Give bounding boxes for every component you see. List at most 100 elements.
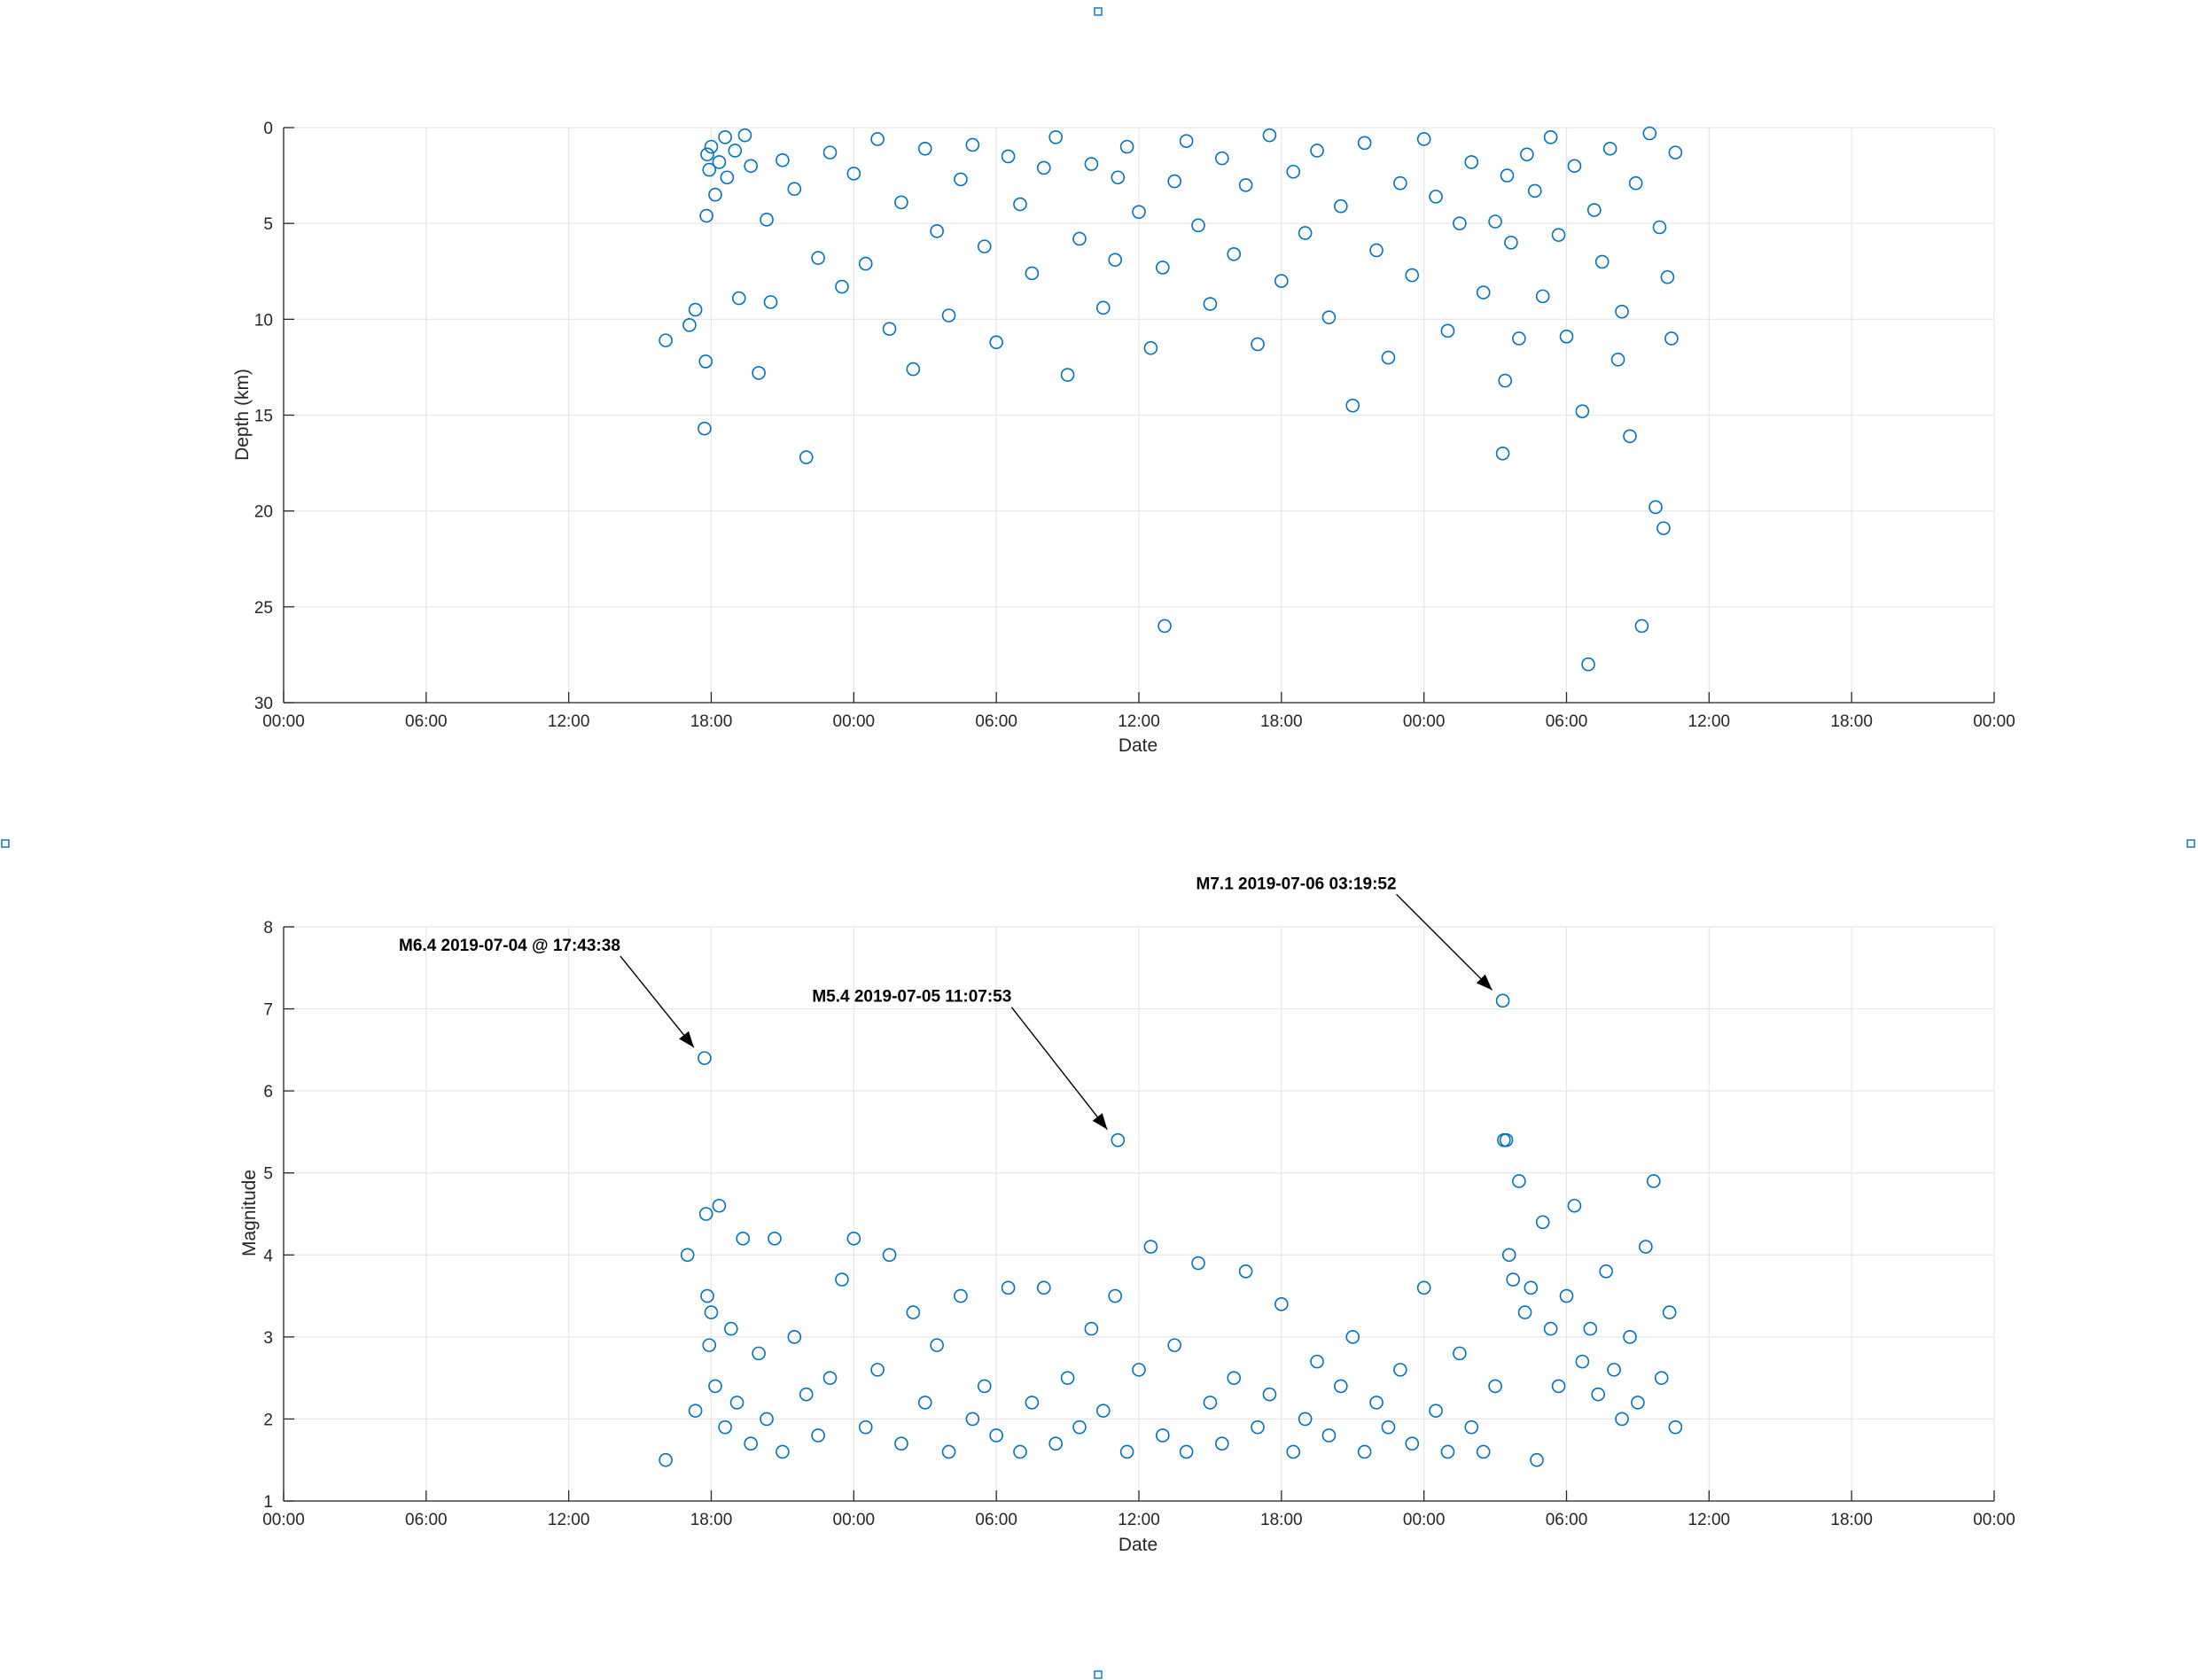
- magnitude-y-axis-label: Magnitude: [239, 1170, 260, 1256]
- data-point: [1654, 1371, 1669, 1385]
- data-point: [965, 137, 980, 152]
- y-tick-label: 15: [254, 408, 273, 426]
- x-tick-label: 06:00: [1546, 1511, 1588, 1529]
- data-point: [977, 1379, 992, 1394]
- data-point: [1238, 1264, 1253, 1279]
- data-point: [718, 1419, 732, 1435]
- data-point: [1453, 216, 1467, 230]
- data-point: [1583, 1321, 1598, 1336]
- data-point: [1203, 297, 1218, 311]
- x-tick-label: 06:00: [975, 712, 1017, 731]
- data-point: [822, 1371, 838, 1385]
- data-point: [702, 162, 717, 177]
- data-point: [736, 1231, 751, 1246]
- data-point: [1631, 1396, 1645, 1410]
- x-tick-label: 00:00: [1403, 1511, 1446, 1529]
- annotation-arrow: [1010, 1007, 1108, 1131]
- data-point: [704, 1305, 719, 1319]
- data-point: [1157, 618, 1172, 634]
- data-point: [1334, 1379, 1348, 1394]
- data-point: [708, 1379, 722, 1394]
- data-point: [906, 362, 921, 377]
- data-point: [1001, 1280, 1016, 1295]
- x-tick-label: 12:00: [1118, 712, 1160, 731]
- data-point: [787, 182, 802, 197]
- data-point: [1393, 175, 1407, 191]
- data-point: [1520, 147, 1534, 162]
- data-point: [1060, 1371, 1075, 1385]
- annotation-arrow: [620, 955, 695, 1048]
- data-point: [977, 239, 992, 253]
- magnitude-annotations: M6.4 2019-07-04 @ 17:43:38 M5.4 2019-07-0…: [399, 875, 1493, 1131]
- data-point: [1108, 253, 1122, 268]
- data-point: [870, 1363, 885, 1377]
- data-point: [954, 172, 968, 187]
- x-tick-label: 18:00: [1260, 712, 1303, 731]
- data-point: [1084, 1321, 1099, 1336]
- data-point: [768, 1231, 782, 1246]
- resize-handle[interactable]: [1094, 1670, 1103, 1679]
- annotation-label: M6.4 2019-07-04 @ 17:43:38: [399, 937, 620, 955]
- data-point: [698, 1207, 713, 1221]
- data-point: [1499, 1132, 1514, 1147]
- data-point: [737, 128, 752, 143]
- data-point: [1262, 128, 1277, 143]
- data-point: [1517, 1305, 1532, 1319]
- data-point: [1274, 1297, 1289, 1311]
- data-point: [1369, 1396, 1383, 1410]
- data-point: [1036, 160, 1051, 175]
- data-point: [1334, 198, 1348, 214]
- data-point: [763, 295, 778, 309]
- data-point: [728, 144, 743, 158]
- data-point: [744, 159, 758, 174]
- selection-handles[interactable]: [1, 7, 2195, 1679]
- data-point: [1381, 1419, 1396, 1435]
- y-tick-label: 5: [263, 215, 273, 234]
- data-point: [1623, 1330, 1637, 1344]
- data-point: [731, 291, 746, 306]
- data-point: [1668, 1419, 1683, 1435]
- data-point: [894, 1436, 908, 1451]
- resize-handle[interactable]: [2186, 839, 2195, 848]
- data-point: [1599, 1264, 1613, 1279]
- data-point: [1119, 139, 1134, 154]
- annotation-arrowhead: [1092, 1113, 1108, 1130]
- data-point: [1543, 130, 1558, 144]
- depth-y-ticks: 0 5 10 15 20 25 30: [254, 120, 294, 713]
- data-point: [989, 1428, 1003, 1443]
- magnitude-x-ticks: 00:00 06:00 12:00 18:00 00:00 06:00 12:00 18:00…: [262, 1490, 2015, 1529]
- data-point: [1251, 1419, 1265, 1435]
- data-point: [659, 333, 673, 347]
- resize-handle[interactable]: [1094, 7, 1103, 16]
- data-point: [1036, 1280, 1051, 1295]
- x-tick-label: 00:00: [1403, 712, 1446, 731]
- data-point: [702, 1338, 717, 1352]
- data-point: [1648, 500, 1663, 515]
- x-tick-label: 06:00: [405, 1511, 448, 1529]
- data-point: [1013, 197, 1027, 212]
- data-point: [698, 1051, 712, 1065]
- data-point: [1602, 141, 1617, 156]
- data-point: [1084, 157, 1099, 171]
- depth-x-ticks: 00:00 06:00 12:00 18:00 00:00 06:00 12:00 18:00…: [262, 692, 2015, 731]
- data-point: [1119, 1444, 1134, 1459]
- x-tick-label: 12:00: [548, 712, 590, 731]
- data-point: [1156, 1428, 1170, 1443]
- data-point: [1381, 350, 1396, 365]
- x-tick-label: 00:00: [262, 712, 305, 731]
- data-point: [1060, 368, 1075, 382]
- data-point: [724, 1321, 738, 1336]
- data-point: [1607, 1363, 1621, 1377]
- data-point: [1416, 132, 1431, 146]
- data-point: [688, 1404, 703, 1418]
- data-point: [1001, 149, 1016, 164]
- data-point: [811, 1428, 825, 1443]
- data-point: [659, 1452, 673, 1467]
- data-point: [1416, 1280, 1431, 1295]
- data-point: [1143, 1240, 1158, 1254]
- data-point: [799, 450, 814, 464]
- data-point: [965, 1412, 980, 1427]
- data-point: [1652, 220, 1667, 235]
- resize-handle[interactable]: [1, 839, 10, 848]
- data-point: [1581, 657, 1595, 672]
